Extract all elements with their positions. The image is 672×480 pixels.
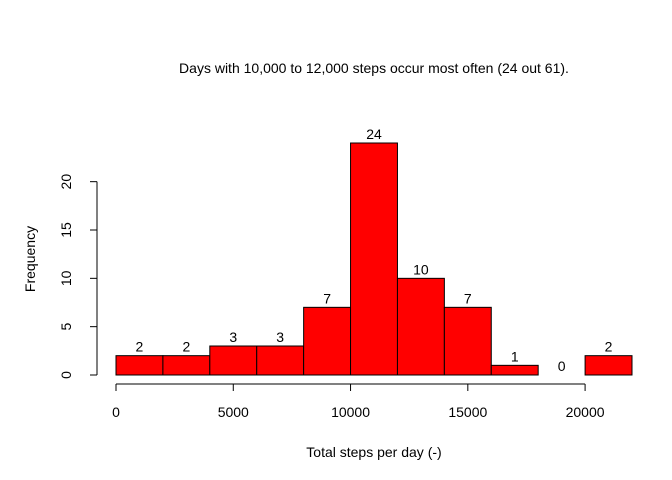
x-tick-label: 5000 [218,404,249,420]
histogram-bar [256,345,305,376]
histogram-bar [584,355,633,376]
x-tick-label: 15000 [448,404,487,420]
histogram-bar [490,364,539,376]
histogram-bar [209,345,258,376]
y-tick-label: 10 [58,270,74,286]
histogram-bar [350,142,398,376]
bar-count-label: 2 [182,339,190,355]
histogram-bar [115,355,164,376]
y-tick-label: 20 [58,174,74,190]
x-axis-label: Total steps per day (-) [306,444,441,460]
bar-count-label: 7 [464,290,472,306]
bar-count-label: 24 [366,126,382,142]
y-tick-label: 0 [58,371,74,379]
bar-count-label: 0 [558,358,566,374]
histogram-bar [396,277,445,376]
histogram-bar [443,306,492,376]
bar-count-label: 3 [229,329,237,345]
bar-count-label: 1 [511,348,519,364]
x-tick-label: 0 [112,404,120,420]
bar-count-label: 7 [323,290,331,306]
histogram-bar [303,306,352,376]
y-axis: 0 5 10 15 20 [58,174,98,379]
y-tick-label: 5 [58,323,74,331]
x-tick-label: 20000 [566,404,605,420]
bar-count-label: 2 [605,339,613,355]
bar-count-label: 2 [136,339,144,355]
x-tick-label: 10000 [331,404,370,420]
bar-count-label: 10 [413,261,429,277]
y-axis-label: Frequency [22,226,38,292]
y-tick-label: 15 [58,222,74,238]
chart-title: Days with 10,000 to 12,000 steps occur m… [179,60,569,76]
x-axis: 0 5000 10000 15000 20000 [112,383,605,420]
bars-group [115,142,633,376]
histogram-bar [162,355,211,376]
bar-count-label: 3 [276,329,284,345]
